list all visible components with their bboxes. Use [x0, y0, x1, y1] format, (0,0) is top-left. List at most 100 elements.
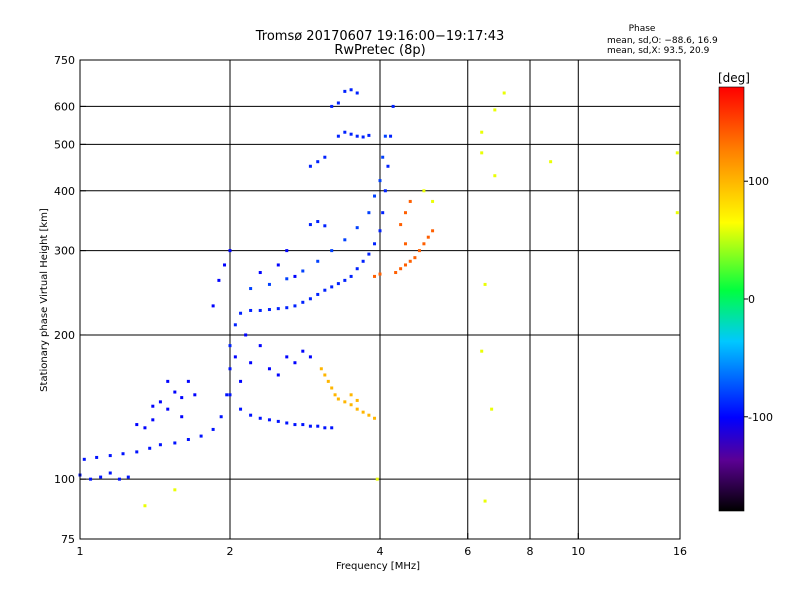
y-tick-label: 300 — [54, 245, 75, 258]
y-tick-label: 400 — [54, 185, 75, 198]
data-point — [355, 134, 359, 138]
data-point — [349, 132, 353, 136]
data-point — [233, 355, 237, 359]
data-point — [391, 104, 395, 108]
data-point — [228, 393, 232, 397]
data-point — [186, 438, 190, 442]
data-point — [373, 416, 377, 420]
data-point — [373, 194, 377, 198]
data-point — [293, 304, 297, 308]
data-point — [330, 104, 334, 108]
data-point — [381, 211, 385, 215]
data-point — [258, 308, 262, 312]
chart-subtitle: RwPretec (8p) — [334, 43, 425, 58]
data-point — [285, 355, 289, 359]
data-point — [276, 419, 280, 423]
y-tick-label: 750 — [54, 54, 75, 67]
y-axis-label: Stationary phase Virtual Height [km] — [39, 208, 50, 392]
data-point — [549, 160, 553, 164]
x-tick-label: 1 — [77, 545, 84, 558]
data-point — [355, 398, 359, 402]
data-point — [121, 452, 125, 456]
data-point — [180, 396, 184, 400]
data-point — [378, 179, 382, 183]
data-point — [431, 229, 435, 233]
data-point — [225, 393, 229, 397]
data-point — [399, 267, 403, 271]
data-point — [483, 282, 487, 286]
y-tick-label: 100 — [54, 473, 75, 486]
data-point — [426, 235, 430, 239]
data-point — [316, 424, 320, 428]
data-point — [330, 285, 334, 289]
x-tick-label: 10 — [571, 545, 585, 558]
data-point — [394, 271, 398, 275]
data-point — [367, 211, 371, 215]
colorbar-tick-label: 0 — [748, 293, 755, 306]
data-point — [336, 134, 340, 138]
y-tick-label: 75 — [61, 533, 75, 546]
data-point — [343, 400, 347, 404]
data-point — [249, 361, 253, 365]
data-point — [323, 224, 327, 228]
data-point — [355, 407, 359, 411]
data-point — [375, 477, 379, 481]
data-point — [413, 256, 417, 260]
data-point — [343, 238, 347, 242]
data-point — [336, 101, 340, 105]
data-point — [276, 373, 280, 377]
data-point — [408, 259, 412, 263]
data-point — [422, 242, 426, 246]
data-point — [323, 426, 327, 430]
data-point — [293, 361, 297, 365]
data-point — [217, 278, 221, 282]
data-point — [244, 333, 248, 337]
data-point — [82, 457, 86, 461]
data-point — [308, 164, 312, 168]
data-point — [148, 446, 152, 450]
data-point — [330, 426, 334, 430]
data-point — [276, 307, 280, 311]
data-point — [378, 272, 382, 276]
y-tick-label: 500 — [54, 138, 75, 151]
data-point — [373, 274, 377, 278]
data-point — [267, 282, 271, 286]
data-point — [301, 349, 305, 353]
data-point — [95, 455, 99, 459]
data-point — [285, 277, 289, 281]
data-point — [373, 242, 377, 246]
data-point — [308, 297, 312, 301]
data-point — [89, 477, 93, 481]
data-point — [323, 373, 327, 377]
x-tick-label: 8 — [527, 545, 534, 558]
data-point — [173, 390, 177, 394]
data-point — [276, 263, 280, 267]
data-point — [343, 278, 347, 282]
data-point — [249, 287, 253, 291]
data-point — [399, 223, 403, 227]
data-point — [480, 151, 484, 155]
data-point — [383, 134, 387, 138]
data-point — [301, 269, 305, 273]
x-axis-label: Frequency [MHz] — [336, 561, 420, 572]
data-point — [223, 263, 227, 267]
data-point — [383, 189, 387, 193]
data-point — [173, 441, 177, 445]
data-point — [323, 288, 327, 292]
data-point — [173, 488, 177, 492]
data-point — [343, 89, 347, 93]
data-point — [193, 393, 197, 397]
data-point — [323, 155, 327, 159]
data-point — [349, 88, 353, 92]
data-point — [316, 160, 320, 164]
data-point — [361, 135, 365, 139]
colorbar-tick-label: -100 — [748, 411, 773, 424]
data-point — [158, 443, 162, 447]
data-point — [403, 211, 407, 215]
data-point — [361, 410, 365, 414]
data-point — [490, 407, 494, 411]
data-point — [343, 130, 347, 134]
data-point — [389, 134, 393, 138]
data-point — [258, 271, 262, 275]
y-tick-label: 200 — [54, 329, 75, 342]
